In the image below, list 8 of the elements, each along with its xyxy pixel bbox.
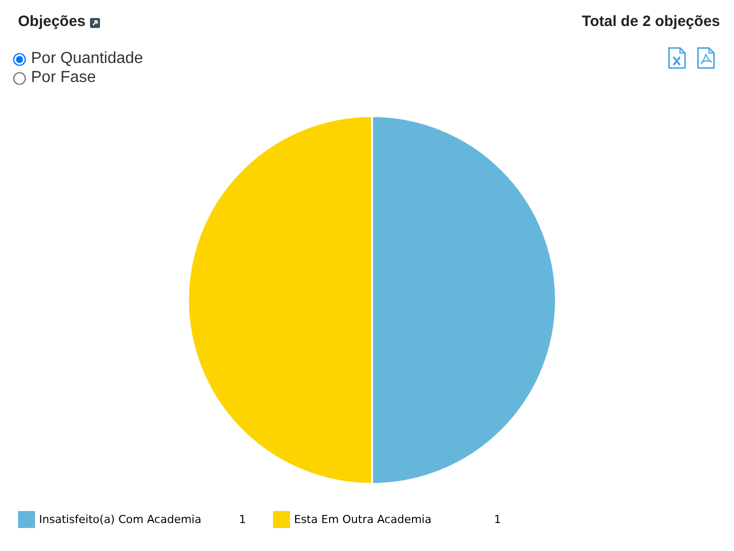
text: Total de 2 objeções (582, 13, 720, 30)
data-label: 1 (239, 513, 246, 526)
text: Por Quantidade (31, 50, 144, 68)
legend-label: Esta Em Outra Academia (294, 513, 432, 526)
data-label: 1 (494, 513, 501, 526)
text: Por Fase (31, 69, 96, 87)
legend-label: Insatisfeito(a) Com Academia (39, 513, 202, 526)
chart-title: Objeções (18, 13, 86, 30)
